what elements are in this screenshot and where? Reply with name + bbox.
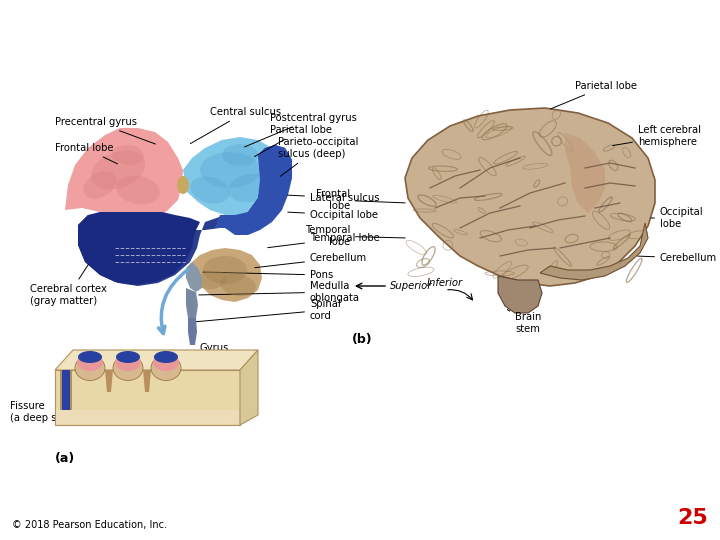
Text: Central sulcus: Central sulcus [190,107,281,144]
Text: 25: 25 [678,508,708,528]
Text: Sulcus: Sulcus [112,367,233,380]
Polygon shape [192,248,262,302]
Polygon shape [186,288,198,325]
Polygon shape [60,370,72,415]
Ellipse shape [222,144,258,166]
Ellipse shape [75,355,105,381]
Text: Lateral sulcus: Lateral sulcus [288,193,379,203]
Polygon shape [215,145,292,235]
Polygon shape [188,318,197,345]
Polygon shape [186,262,202,292]
Text: (b): (b) [352,333,373,346]
Text: Cerebral cortex
(gray matter): Cerebral cortex (gray matter) [30,264,107,306]
Text: Temporal lobe: Temporal lobe [268,233,379,248]
Polygon shape [105,370,113,392]
Polygon shape [498,276,542,313]
Text: (a): (a) [55,452,76,465]
Text: Pons: Pons [203,270,333,280]
Text: Precentral gyrus: Precentral gyrus [55,117,156,144]
Ellipse shape [84,171,117,199]
FancyArrowPatch shape [158,269,188,334]
Ellipse shape [154,351,178,363]
Text: Gyrus: Gyrus [131,343,230,357]
Ellipse shape [91,151,145,190]
Polygon shape [56,410,239,424]
Text: Parieto-occipital
sulcus (deep): Parieto-occipital sulcus (deep) [278,137,359,177]
Ellipse shape [228,174,272,202]
Ellipse shape [115,353,141,371]
Polygon shape [405,108,655,286]
Text: Inferior: Inferior [427,278,463,288]
Ellipse shape [200,152,260,188]
Text: Frontal lobe: Frontal lobe [55,143,117,164]
Text: Postcentral gyrus: Postcentral gyrus [245,113,357,147]
Polygon shape [78,145,292,286]
Polygon shape [240,350,258,425]
Polygon shape [55,370,240,425]
Polygon shape [65,128,183,222]
Polygon shape [183,137,282,215]
Text: Parietal lobe: Parietal lobe [551,81,637,109]
Ellipse shape [77,353,103,371]
Ellipse shape [203,256,247,284]
Text: Cerebral
white
matter: Cerebral white matter [163,381,253,417]
Ellipse shape [197,271,227,289]
Polygon shape [565,133,605,213]
Text: Parietal lobe: Parietal lobe [254,125,332,157]
Ellipse shape [112,145,144,165]
Polygon shape [55,350,258,370]
Ellipse shape [220,274,256,296]
Text: Brain
stem: Brain stem [508,309,541,334]
Polygon shape [143,370,151,392]
Text: Medulla
oblongata: Medulla oblongata [199,281,360,303]
Ellipse shape [113,355,143,381]
Text: © 2018 Pearson Education, Inc.: © 2018 Pearson Education, Inc. [12,520,167,530]
Text: Occipital
lobe: Occipital lobe [651,207,703,229]
Text: Frontal
lobe: Frontal lobe [316,189,405,211]
Text: Occipital lobe: Occipital lobe [288,210,378,220]
Text: Superior: Superior [390,281,433,291]
Text: Left cerebral
hemisphere: Left cerebral hemisphere [613,125,701,147]
Text: Fissure
(a deep sulcus): Fissure (a deep sulcus) [10,394,86,423]
Ellipse shape [177,176,189,194]
Text: Spinal
cord: Spinal cord [196,299,341,322]
Text: Cerebellum: Cerebellum [255,253,367,268]
Ellipse shape [151,355,181,381]
Ellipse shape [78,351,102,363]
Text: Temporal
lobe: Temporal lobe [305,225,405,247]
Polygon shape [78,212,200,285]
Polygon shape [540,223,648,280]
Ellipse shape [116,176,160,204]
Ellipse shape [190,177,230,204]
Text: Cerebellum: Cerebellum [638,253,717,263]
Ellipse shape [116,351,140,363]
Ellipse shape [153,353,179,371]
Polygon shape [62,370,70,410]
